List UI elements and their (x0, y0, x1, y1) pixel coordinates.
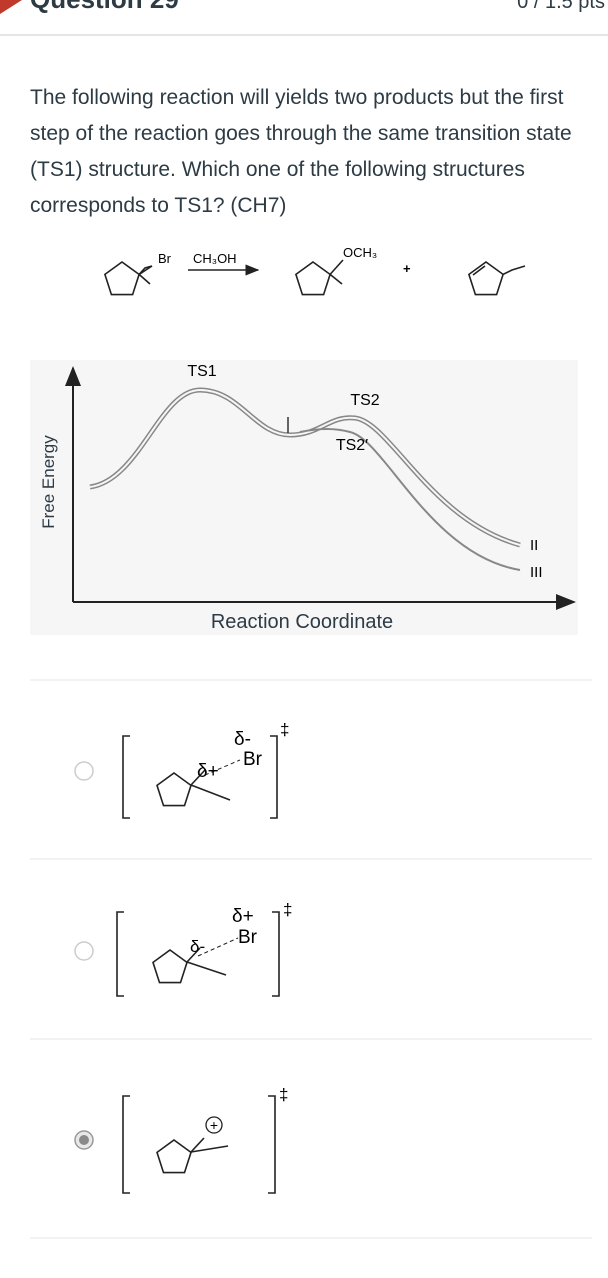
reagent: CH₃OH (193, 251, 237, 266)
ts2-label: TS2 (350, 392, 379, 409)
radio[interactable] (74, 761, 94, 781)
reaction-scheme: Br CH₃OH OCH₃ + (103, 245, 526, 296)
energy-diagram: Free Energy Reaction Coordinate TS1 TS2 … (30, 360, 578, 635)
double-dagger: ‡ (283, 900, 292, 919)
product-3-label: III (530, 564, 543, 581)
double-dagger: ‡ (280, 720, 289, 739)
product-2-label: II (530, 537, 538, 554)
delta-label: δ+ (232, 906, 254, 927)
product-group: OCH₃ (343, 245, 377, 260)
question-points: 0 / 1.5 pts (517, 0, 605, 13)
leaving-group: Br (238, 927, 258, 948)
leaving-group: Br (243, 749, 263, 770)
charge: + (210, 1117, 218, 1133)
question-title: Question 29 (30, 0, 179, 14)
radio[interactable] (74, 941, 94, 961)
radio-dot (79, 1135, 89, 1145)
x-axis-label: Reaction Coordinate (211, 611, 393, 633)
header-mark (0, 0, 22, 14)
delta-label: δ- (190, 937, 205, 956)
y-axis-label: Free Energy (39, 435, 58, 529)
double-dagger: ‡ (279, 1085, 288, 1104)
leaving-group: Br (158, 251, 172, 266)
option-2[interactable]: δ+ Br δ- ‡ (74, 900, 292, 997)
option-3[interactable]: + ‡ (74, 1085, 288, 1194)
delta-label: δ+ (197, 761, 219, 782)
ts1-label: TS1 (187, 363, 216, 380)
option-1[interactable]: δ- Br δ+ ‡ (74, 720, 289, 819)
delta-label: δ- (234, 729, 251, 750)
question-text: The following reaction will yields two p… (30, 86, 572, 217)
ts2-prime-label: TS2′ (336, 437, 368, 454)
plus-sign: + (403, 261, 411, 276)
